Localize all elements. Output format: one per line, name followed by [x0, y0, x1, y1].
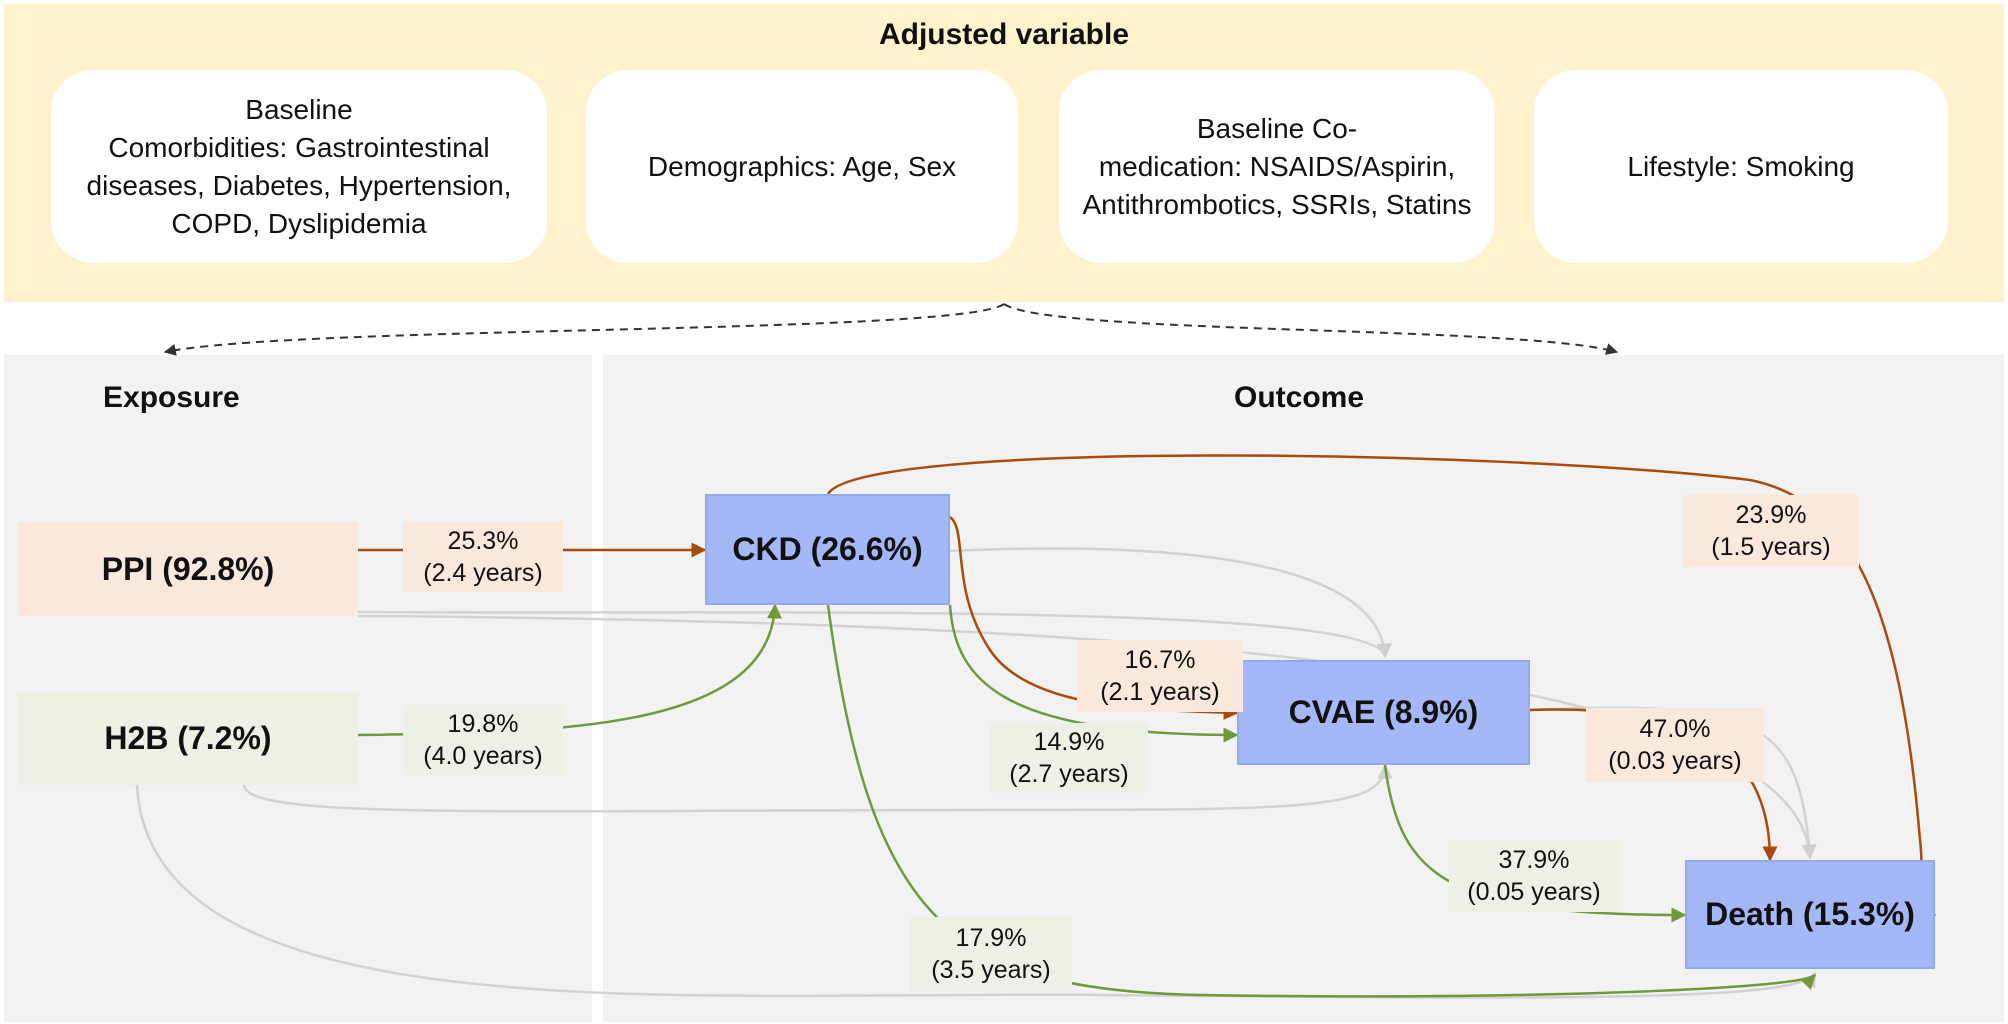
edge-label-ppi-ckd: 25.3% (2.4 years) [403, 522, 563, 592]
card-line: Demographics: Age, Sex [647, 150, 957, 182]
edge-label-ckd-death-h2b: 17.9% (3.5 years) [910, 917, 1072, 991]
card-line: diseases, Diabetes, Hypertension, [86, 169, 512, 201]
edge-pct: 37.9% [1498, 846, 1570, 874]
edge-pct: 16.7% [1124, 646, 1196, 674]
h2b-label: H2B (7.2%) [104, 720, 272, 756]
cvae-label: CVAE (8.9%) [1288, 694, 1479, 730]
edge-pct: 47.0% [1639, 715, 1711, 743]
edge-pct: 25.3% [447, 527, 519, 555]
edge-pct: 19.8% [447, 710, 519, 738]
exposure-title: Exposure [103, 381, 240, 414]
edge-label-ckd-cvae-ppi: 16.7% (2.1 years) [1077, 640, 1243, 712]
ppi-box: PPI (92.8%) [18, 522, 358, 616]
h2b-box: H2B (7.2%) [18, 692, 358, 785]
adjusted-variable-title: Adjusted variable [878, 18, 1130, 51]
ckd-box: CKD (26.6%) [705, 494, 950, 605]
edge-time: (3.5 years) [931, 956, 1051, 984]
death-label: Death (15.3%) [1705, 896, 1915, 932]
edge-time: (4.0 years) [423, 742, 543, 770]
card-line: COPD, Dyslipidemia [171, 207, 427, 239]
edge-time: (2.7 years) [1009, 760, 1129, 788]
adjusted-variable-panel: Adjusted variable Baseline Comorbidities… [4, 4, 2004, 302]
ckd-cvae-gray-arrow [949, 547, 1392, 659]
outcome-title: Outcome [1234, 381, 1365, 414]
ppi-label: PPI (92.8%) [101, 550, 275, 587]
edge-label-cvae-death-h2b: 37.9% (0.05 years) [1449, 840, 1619, 912]
edge-time: (2.4 years) [423, 559, 543, 587]
comedication-card: Baseline Co- medication: NSAIDS/Aspirin,… [1059, 70, 1495, 263]
edge-label-h2b-ckd: 19.8% (4.0 years) [403, 705, 563, 775]
card-line: Comorbidities: Gastrointestinal [108, 131, 490, 163]
adjusted-to-outcome-arrow [1003, 303, 1619, 355]
ckd-death-ppi-arrow [826, 454, 1937, 919]
ckd-cvae-h2b-arrow [948, 604, 1239, 743]
ckd-death-h2b-arrow [826, 604, 1817, 998]
edge-time: (0.03 years) [1608, 747, 1742, 775]
cvae-box: CVAE (8.9%) [1237, 660, 1530, 765]
ckd-label: CKD (26.6%) [732, 531, 923, 567]
edge-time: (1.5 years) [1711, 533, 1831, 561]
edge-pct: 17.9% [955, 924, 1027, 952]
edge-time: (0.05 years) [1467, 878, 1601, 906]
h2b-cvae-gray-arrow [242, 763, 1393, 813]
death-box: Death (15.3%) [1685, 860, 1935, 969]
edge-label-ckd-death: 23.9% (1.5 years) [1683, 495, 1859, 567]
edge-label-ckd-cvae-h2b: 14.9% (2.7 years) [990, 723, 1148, 793]
ppi-cvae-gray-arrow [357, 610, 1392, 659]
comorbidities-card: Baseline Comorbidities: Gastrointestinal… [51, 70, 547, 263]
exposure-panel: Exposure [4, 355, 592, 1022]
adjusted-to-exposure-arrow [163, 303, 1005, 356]
edge-label-cvae-death-ppi: 47.0% (0.03 years) [1586, 708, 1764, 782]
edge-pct: 23.9% [1735, 501, 1807, 529]
edge-time: (2.1 years) [1100, 678, 1220, 706]
lifestyle-card: Lifestyle: Smoking [1534, 70, 1948, 263]
demographics-card: Demographics: Age, Sex [586, 70, 1018, 263]
card-line: Baseline [245, 93, 353, 125]
h2b-death-gray-arrow [135, 784, 1817, 999]
card-line: Lifestyle: Smoking [1627, 150, 1855, 182]
card-line: Baseline Co- [1196, 112, 1358, 144]
card-line: Antithrombotics, SSRIs, Statins [1082, 188, 1472, 220]
card-line: medication: NSAIDS/Aspirin, [1098, 150, 1456, 182]
edge-pct: 14.9% [1033, 728, 1105, 756]
